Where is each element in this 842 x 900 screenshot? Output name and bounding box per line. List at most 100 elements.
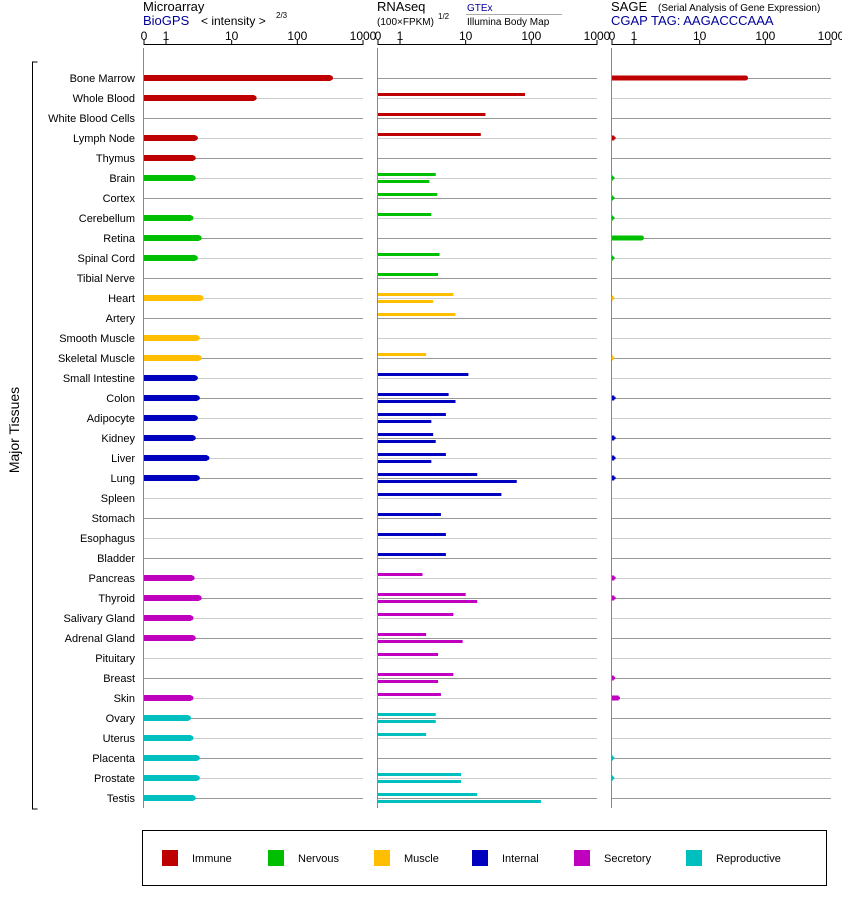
bar-microarray	[144, 775, 198, 781]
category-label: Cortex	[103, 193, 136, 205]
bar-microarray-end	[198, 295, 204, 301]
bar-sage	[612, 235, 642, 241]
panel3-tick-label: 100	[755, 29, 775, 43]
bar-microarray-end	[194, 395, 200, 401]
bar-microarray-end	[251, 95, 257, 101]
category-label: Small Intestine	[63, 373, 135, 385]
bar-microarray	[144, 215, 191, 221]
bar-rnaseq-gtex	[378, 273, 439, 276]
bar-rnaseq-gtex	[378, 253, 440, 256]
bar-sage-end	[611, 196, 615, 200]
bar-microarray-end	[188, 215, 194, 221]
bar-sage-end	[611, 176, 615, 180]
bar-rnaseq-gtex	[378, 373, 469, 376]
bar-microarray	[144, 135, 196, 141]
category-label: Artery	[106, 313, 136, 325]
bar-microarray-end	[190, 435, 196, 441]
bar-rnaseq-illumina	[378, 600, 478, 603]
bar-microarray	[144, 175, 194, 181]
bar-sage	[612, 75, 746, 81]
bar-rnaseq-gtex	[378, 673, 454, 676]
bar-sage-end	[612, 436, 616, 440]
bar-microarray-end	[190, 795, 196, 801]
bar-sage-end	[611, 776, 615, 780]
category-label: Retina	[103, 233, 136, 245]
panel1-note-exp: 2/3	[276, 11, 288, 20]
panel3-title-note: (Serial Analysis of Gene Expression)	[658, 3, 820, 14]
bar-rnaseq-gtex	[378, 513, 441, 516]
legend-swatch-secretory	[574, 850, 590, 866]
bar-microarray	[144, 455, 207, 461]
category-label: Bladder	[97, 553, 135, 565]
bar-rnaseq-illumina	[378, 800, 541, 803]
bar-rnaseq-gtex	[378, 553, 446, 556]
category-label: Stomach	[92, 513, 135, 525]
bar-microarray-end	[192, 255, 198, 261]
bar-rnaseq-gtex	[378, 353, 427, 356]
panel2-note-exp: 1/2	[438, 12, 450, 21]
bar-rnaseq-gtex	[378, 393, 449, 396]
category-label: Lymph Node	[73, 133, 135, 145]
bar-rnaseq-illumina	[378, 780, 462, 783]
category-label: Whole Blood	[73, 93, 135, 105]
bar-sage-end	[612, 396, 616, 400]
bar-microarray-end	[194, 475, 200, 481]
bar-microarray	[144, 635, 194, 641]
bar-sage-end	[611, 756, 615, 760]
legend-swatch-muscle	[374, 850, 390, 866]
category-label: Salivary Gland	[63, 613, 135, 625]
category-label: Brain	[109, 173, 135, 185]
bar-microarray	[144, 475, 198, 481]
panel3-subtitle: CGAP TAG: AAGACCCAAA	[611, 13, 774, 28]
bar-microarray-end	[204, 455, 210, 461]
category-label: Smooth Muscle	[59, 333, 135, 345]
bar-microarray	[144, 795, 194, 801]
bar-rnaseq-gtex	[378, 313, 456, 316]
gridlines	[144, 78, 831, 799]
category-label: Thymus	[96, 153, 136, 165]
panel1-subtitle: BioGPS	[143, 13, 190, 28]
bar-rnaseq-gtex	[378, 693, 441, 696]
bar-sage-end	[638, 235, 644, 241]
bar-sage-end	[743, 75, 749, 81]
bar-microarray-end	[188, 735, 194, 741]
bar-microarray	[144, 595, 200, 601]
bar-microarray	[144, 75, 331, 81]
bar-sage-end	[612, 576, 616, 580]
bar-microarray-end	[192, 135, 198, 141]
bar-microarray-end	[190, 175, 196, 181]
category-label: Kidney	[101, 433, 135, 445]
bar-rnaseq-gtex	[378, 213, 432, 216]
bar-microarray	[144, 735, 191, 741]
bar-sage-end	[611, 356, 615, 360]
bar-microarray-end	[192, 415, 198, 421]
legend-swatch-reproductive	[686, 850, 702, 866]
bar-rnaseq-gtex	[378, 173, 436, 176]
category-label: Spleen	[101, 493, 135, 505]
bar-rnaseq-gtex	[378, 653, 439, 656]
bar-rnaseq-gtex	[378, 733, 427, 736]
bar-microarray-end	[190, 635, 196, 641]
bar-rnaseq-gtex	[378, 593, 466, 596]
legend: Immune Nervous Muscle Internal Secretory Repr…	[162, 850, 781, 866]
category-labels: Bone Marrow Whole Blood White Blood Cells L…	[48, 73, 136, 805]
bar-microarray	[144, 95, 255, 101]
panel3-tick-label: 10	[693, 29, 707, 43]
bar-microarray	[144, 415, 196, 421]
panel1-title: Microarray	[143, 0, 205, 14]
bar-microarray-end	[196, 235, 202, 241]
bar-microarray-end	[328, 75, 334, 81]
bar-microarray	[144, 255, 196, 261]
bar-microarray	[144, 355, 200, 361]
legend-label-secretory: Secretory	[604, 853, 652, 865]
legend-label-internal: Internal	[502, 853, 539, 865]
legend-label-immune: Immune	[192, 853, 232, 865]
legend-swatch-immune	[162, 850, 178, 866]
category-label: Prostate	[94, 773, 135, 785]
panel2-source-top: GTEx	[467, 3, 493, 14]
bar-rnaseq-illumina	[378, 300, 434, 303]
y-axis-title: Major Tissues	[6, 387, 22, 473]
legend-swatch-internal	[472, 850, 488, 866]
